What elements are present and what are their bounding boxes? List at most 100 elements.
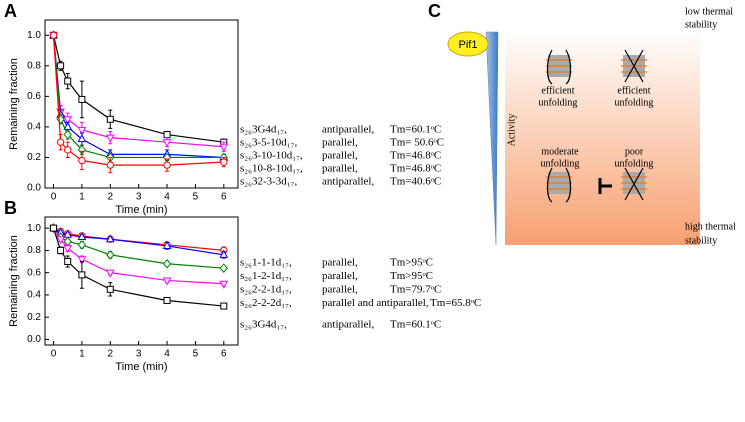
legend-structure: antiparallel, [322,176,374,188]
marker [63,116,73,125]
y-tick-label: 1.0 [27,30,41,41]
legend-name: s₂₆3G4d₁₇, [240,319,287,331]
y-tick-label: 0.8 [27,60,41,71]
marker [106,161,114,169]
state-label: unfolding [541,158,580,169]
marker [105,269,115,278]
marker [163,131,171,139]
panel-c: C Pif1 Activity low thermal stability hi… [428,1,736,247]
marker [106,115,114,123]
marker [64,258,72,266]
series-line [52,35,224,148]
activity-label: Activity [506,114,517,147]
marker [219,280,229,289]
legend-tm: Tm= 50.6ᵒC [390,137,444,149]
marker [162,139,172,148]
x-tick-label: 3 [136,349,142,360]
x-axis-label: Time (min) [115,361,167,373]
legend-structure: antiparallel, [322,319,374,331]
marker [163,161,171,169]
state-label: efficient [541,85,574,96]
x-tick-label: 3 [136,192,142,203]
legend-name: s₂₆2-2-1d₁₇, [240,284,292,296]
state-label: unfolding [615,97,654,108]
legend-tm: Tm>95ᵒC [390,270,433,282]
legend-name: s₂₆3-5-10d₁₇, [240,137,297,149]
x-tick-label: 5 [193,349,199,360]
legend-tm: Tm=46.8ᵒC [390,150,441,162]
marker [106,285,114,293]
legend-name: s₂₆2-2-2d₁₇, [240,297,292,309]
legend-name: s₂₆32-3-3d₁₇, [240,176,297,188]
y-tick-label: 0.6 [27,267,41,278]
legend-tm: Tm=60.1ᵒC [390,124,441,136]
y-tick-label: 0.4 [27,290,41,301]
legend-name: s₂₆3-10-10d₁₇, [240,150,303,162]
x-tick-label: 1 [79,349,85,360]
marker [77,134,87,143]
legend-tm: Tm=46.8ᵒC [390,163,441,175]
marker [63,245,73,254]
marker [49,31,58,39]
marker [105,134,115,143]
x-tick-label: 2 [107,192,113,203]
legend-name: s₂₆1-2-1d₁₇, [240,270,292,282]
x-tick-label: 0 [51,349,57,360]
legend-tm: Tm=40.6ᵒC [390,176,441,188]
marker [162,277,172,286]
marker [64,77,72,85]
marker [77,126,87,136]
x-axis-label: Time (min) [115,204,167,216]
panel-label: B [4,198,17,218]
legend-tm: Tm=79.7ᵒC [390,284,441,296]
marker [77,240,87,250]
x-tick-label: 4 [164,192,170,203]
y-axis-label: Remaining fraction [8,58,20,150]
y-tick-label: 0.6 [27,91,41,102]
marker [57,62,65,70]
marker [219,143,229,152]
x-tick-label: 2 [107,349,113,360]
x-tick-label: 6 [221,192,227,203]
y-tick-label: 0.8 [27,245,41,256]
marker [220,158,228,166]
legend-tm: Tm=60.1ᵒC [390,319,441,331]
bottom-label: stability [685,235,717,246]
legend-tm: Tm=65.8ᵒC [430,297,481,309]
legend-structure: parallel and antiparallel, [322,297,429,309]
legend-name: s₂₆10-8-10d₁₇, [240,163,303,175]
legend-structure: parallel, [322,284,358,296]
marker [56,236,65,245]
legend-name: s₂₆1-1-1d₁₇, [240,257,292,269]
marker [63,129,72,140]
marker [78,271,86,279]
y-tick-label: 0.4 [27,122,41,133]
y-tick-label: 0.0 [27,183,41,194]
state-label: unfolding [615,158,654,169]
panel-label: A [4,1,17,21]
pif1 [447,31,489,57]
marker [106,250,115,260]
legend-name: s₂₆3G4d₁₇, [240,124,287,136]
state-label: efficient [617,85,650,96]
marker [78,156,86,165]
marker [162,258,172,269]
y-tick-label: 0.2 [27,152,41,163]
stability-gradient [505,30,700,245]
legend-structure: parallel, [322,137,358,149]
series-line [52,35,224,143]
state-label: poor [625,146,644,157]
marker [77,256,87,265]
x-tick-label: 1 [79,192,85,203]
top-label: stability [685,19,717,30]
x-tick-label: 6 [221,349,227,360]
marker [77,231,87,241]
legend-tm: Tm>95ᵒC [390,257,433,269]
y-axis-label: Remaining fraction [8,235,20,327]
legend-structure: parallel, [322,257,358,269]
legend-structure: parallel, [322,150,358,162]
marker [78,95,86,103]
marker [220,302,228,310]
panel-label: C [428,1,441,21]
